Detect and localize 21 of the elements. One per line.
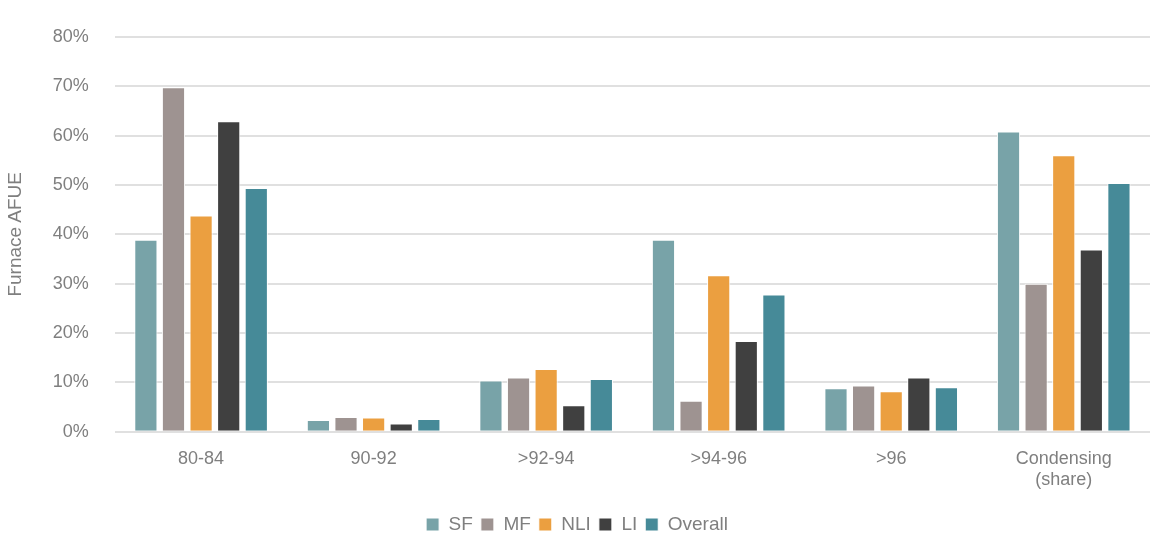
x-tick-label: >92-94 xyxy=(517,447,575,468)
legend-label: LI xyxy=(621,512,638,534)
legend-label: MF xyxy=(503,512,531,534)
legend-label: SF xyxy=(448,512,473,534)
y-tick-label: 10% xyxy=(52,371,89,392)
y-tick-label: 20% xyxy=(52,322,89,343)
y-tick-label: 30% xyxy=(52,272,89,293)
x-tick-label: Condensing (share) xyxy=(1015,447,1112,490)
x-tick-label: >96 xyxy=(875,447,907,468)
y-tick-label: 70% xyxy=(52,75,89,96)
legend-label: Overall xyxy=(667,512,728,534)
legend-label: NLI xyxy=(561,512,591,534)
y-tick-label: 80% xyxy=(52,25,89,46)
y-tick-label: 50% xyxy=(52,173,89,194)
x-tick-label: >94-96 xyxy=(690,447,747,468)
y-tick-label: 0% xyxy=(62,420,89,441)
x-tick-label: 90-92 xyxy=(350,447,397,468)
y-axis-title: Furnace AFUE xyxy=(3,172,25,297)
x-tick-label: 80-84 xyxy=(178,447,225,468)
y-tick-label: 60% xyxy=(52,124,89,145)
y-tick-label: 40% xyxy=(52,223,89,244)
